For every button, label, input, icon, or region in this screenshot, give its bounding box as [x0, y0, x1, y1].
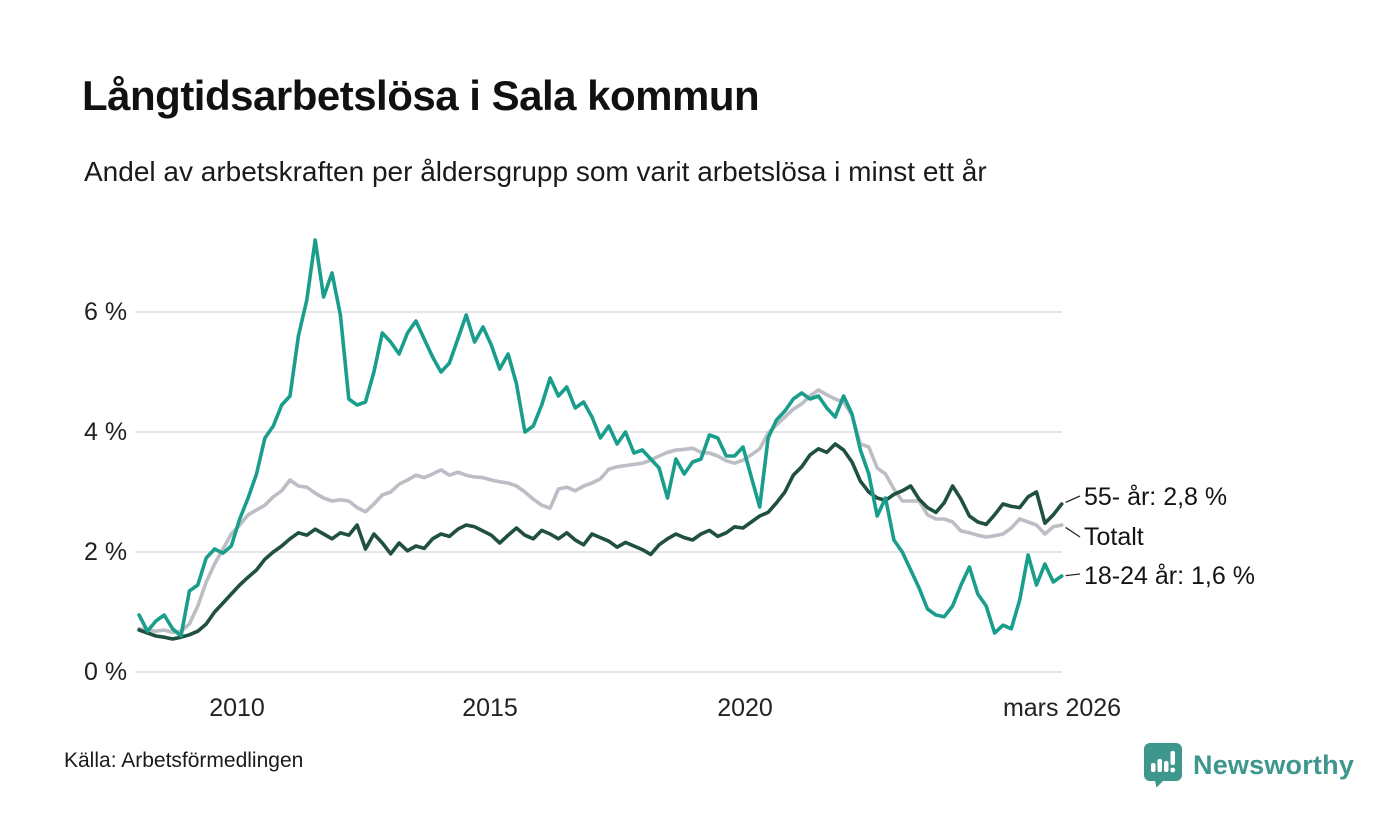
x-tick-2010: 2010	[209, 694, 265, 722]
x-tick-mars-2026: mars 2026	[1002, 694, 1122, 722]
y-tick-0: 0 %	[84, 658, 128, 686]
series-line-55plus	[137, 442, 1064, 641]
x-tick-2020: 2020	[717, 694, 773, 722]
y-tick-2: 2 %	[84, 538, 128, 566]
source-credit: Källa: Arbetsförmedlingen	[64, 749, 304, 772]
x-tick-2015: 2015	[462, 694, 518, 722]
newsworthy-pin-icon	[1144, 743, 1182, 788]
end-label-total: Totalt	[1084, 523, 1144, 551]
label-connector-1824	[1065, 573, 1081, 577]
label-connector-55plus	[1065, 495, 1081, 503]
brand-wordmark: Newsworthy	[1193, 749, 1355, 780]
end-label-18-24: 18-24 år: 1,6 %	[1084, 562, 1255, 590]
y-tick-4: 4 %	[84, 418, 128, 446]
page-title: Långtidsarbetslösa i Sala kommun	[82, 72, 760, 119]
series-line-total	[137, 388, 1064, 635]
brand-logo: Newsworthy	[1143, 742, 1354, 788]
label-connector-total	[1065, 526, 1081, 538]
page-subtitle: Andel av arbetskraften per åldersgrupp s…	[84, 156, 987, 187]
end-label-55plus: 55- år: 2,8 %	[1084, 483, 1228, 511]
y-tick-6: 6 %	[84, 298, 128, 326]
series-line-1824	[137, 238, 1064, 638]
